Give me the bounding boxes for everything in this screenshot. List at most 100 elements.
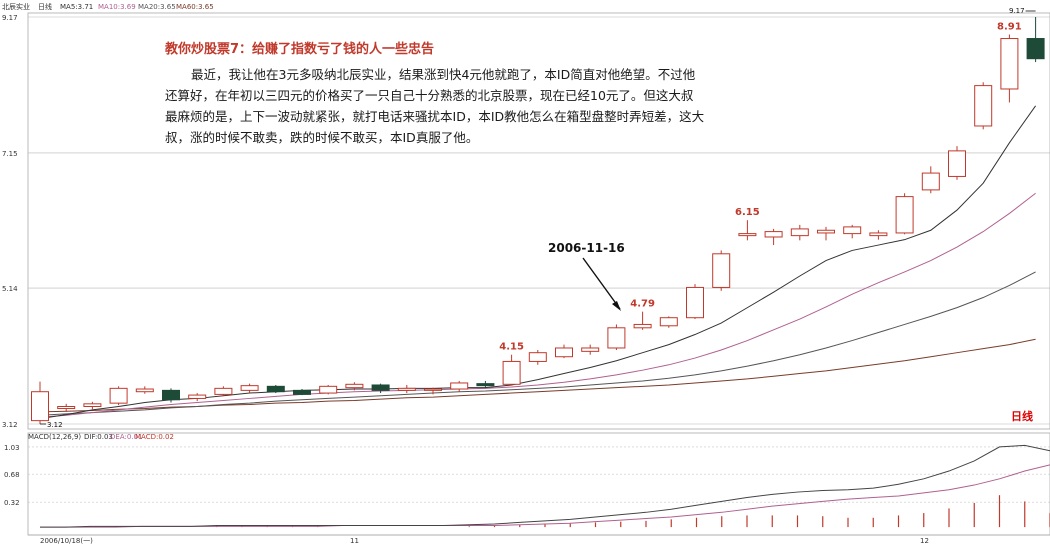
candle <box>293 389 311 396</box>
candle <box>319 384 338 395</box>
candle-body <box>764 231 783 238</box>
candle <box>135 386 154 394</box>
candle-body <box>424 388 442 391</box>
price-label: 4.79 <box>630 299 655 310</box>
candle-body <box>397 387 416 391</box>
candle <box>528 350 547 365</box>
price-label: 8.91 <box>997 21 1022 32</box>
candle-body <box>293 389 311 395</box>
price-label: 6.15 <box>735 207 760 218</box>
macd-name: MACD(12,26,9) <box>28 433 81 441</box>
candle <box>633 311 652 330</box>
candle-body <box>817 229 835 234</box>
candle-body <box>686 286 704 319</box>
candle <box>31 381 49 424</box>
candle-body <box>319 385 338 394</box>
ma10-label: MA10:3.69 <box>98 3 136 11</box>
price-panel <box>27 12 1050 430</box>
candle-body <box>57 406 76 410</box>
candle-body <box>921 172 940 191</box>
ma60-label: MA60:3.65 <box>176 3 214 11</box>
candle <box>817 226 835 241</box>
macd-tick-label: 0.32 <box>4 499 20 507</box>
candle <box>83 401 102 410</box>
candle-body <box>895 196 914 234</box>
candle <box>581 344 600 355</box>
candle <box>397 384 416 394</box>
candle-body <box>1000 38 1019 90</box>
candle-body <box>581 347 600 352</box>
candle-body <box>948 150 966 177</box>
candle <box>921 166 940 194</box>
annotation-body: 最近，我让他在3元多吸纳北辰实业，结果涨到快4元他就跑了，本ID简直对他绝望。不… <box>165 67 705 145</box>
period-label-header: 日线 <box>38 2 52 11</box>
candle <box>895 193 914 235</box>
price-label: 4.15 <box>499 342 524 353</box>
ma20-label: MA20:3.65 <box>138 3 176 11</box>
callout-arrow <box>582 257 621 310</box>
price-tick-label: 7.15 <box>2 150 18 158</box>
candle <box>738 220 757 241</box>
candle-body <box>240 385 259 391</box>
candle <box>188 393 207 402</box>
candle-body <box>450 382 469 390</box>
candle <box>371 383 390 394</box>
candle-body <box>502 360 521 385</box>
candle <box>686 284 704 320</box>
candle-body <box>214 387 233 395</box>
price-tick-label: 3.12 <box>2 421 18 429</box>
candle <box>869 230 888 240</box>
candle <box>450 380 469 392</box>
candle-body <box>83 403 102 408</box>
candle-body <box>790 228 809 237</box>
candle <box>240 383 259 394</box>
candle <box>502 354 521 386</box>
macd-panel <box>27 432 1050 536</box>
candle-body <box>188 394 207 399</box>
price-label: 9.17 <box>1009 7 1025 15</box>
macd-tick-label: 1.03 <box>4 444 20 452</box>
candle-body <box>266 385 285 393</box>
dif-line <box>40 444 1050 528</box>
price-tick-label: 9.17 <box>2 14 18 22</box>
candle <box>57 403 76 412</box>
candle-body <box>476 383 495 387</box>
dea-line <box>40 464 1050 528</box>
candle-body <box>371 384 390 391</box>
ma20-line <box>39 271 1036 416</box>
candle-body <box>31 391 49 422</box>
candle <box>345 382 364 391</box>
candle-body <box>633 323 652 329</box>
macd-tick-label: 0.68 <box>4 471 20 479</box>
annotation-title: 教你炒股票7：给赚了指数亏了钱的人一些忠告 <box>165 42 435 57</box>
candle-body <box>869 232 888 237</box>
candle <box>424 387 442 395</box>
candle <box>607 324 626 350</box>
macd-value: MACD:0.02 <box>135 433 174 441</box>
candle-body <box>607 327 626 349</box>
candle <box>764 228 783 246</box>
candle-body <box>162 389 180 401</box>
candle-body <box>528 352 547 362</box>
price-tick-label: 5.14 <box>2 285 18 293</box>
candle-body <box>555 347 573 358</box>
candle <box>1026 17 1045 63</box>
stock-name: 北辰实业 <box>2 2 30 11</box>
candle <box>790 224 809 241</box>
candle-body <box>1026 38 1045 60</box>
candle <box>214 386 233 396</box>
candle <box>843 224 862 239</box>
candle <box>476 380 495 388</box>
candle <box>555 344 573 359</box>
callout-date: 2006-11-16 <box>548 241 625 255</box>
candle <box>266 384 285 394</box>
macd-dea: DEA:0.01 <box>110 433 142 441</box>
candle-body <box>974 85 993 127</box>
period-label: 日线 <box>1011 409 1033 423</box>
date-axis-tick-11: 11 <box>350 537 359 545</box>
date-axis-start: 2006/10/18(一) <box>40 537 93 545</box>
candle <box>109 386 128 406</box>
callout-arrowhead <box>612 301 621 311</box>
candle <box>162 388 180 403</box>
